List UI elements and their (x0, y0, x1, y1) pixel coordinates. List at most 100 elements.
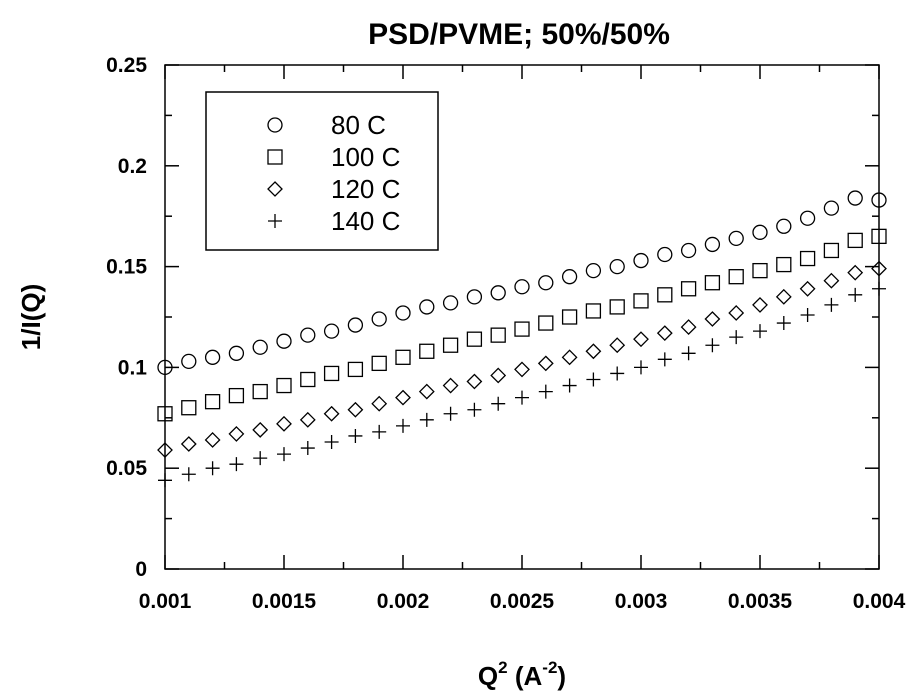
data-point-circle (609, 258, 625, 275)
data-point-diamond (561, 349, 578, 366)
data-point-diamond (609, 337, 626, 354)
data-point-plus (729, 330, 744, 345)
data-point-plus (586, 372, 601, 387)
y-tick-label: 0 (135, 558, 147, 581)
data-point-square (371, 355, 387, 372)
data-point-plus (181, 467, 196, 482)
data-point-plus (872, 281, 886, 296)
data-point-circle (752, 224, 768, 240)
data-point-square (276, 377, 292, 394)
data-point-diamond (823, 272, 840, 289)
series-circle (157, 190, 887, 376)
data-point-diamond (395, 389, 411, 406)
data-point-plus (324, 434, 339, 449)
legend-marker-diamond (267, 181, 283, 197)
data-point-plus (205, 461, 220, 476)
data-point-square (252, 383, 268, 400)
y-tick-label: 0.2 (118, 155, 147, 178)
series-diamond (157, 260, 887, 458)
data-point-diamond (466, 373, 483, 390)
data-point-circle (657, 246, 673, 263)
data-point-square (228, 387, 245, 404)
data-point-square (181, 400, 197, 416)
x-tick-label: 0.002 (377, 590, 430, 613)
data-point-diamond (514, 361, 530, 378)
axis-ticks (164, 64, 880, 570)
x-tick-label: 0.0015 (252, 590, 317, 613)
data-point-plus (348, 428, 363, 443)
x-tick-label: 0.0025 (490, 590, 555, 613)
data-point-diamond (228, 426, 245, 442)
data-point-circle (633, 252, 649, 269)
data-point-plus (824, 297, 839, 312)
x-axis-label-unit-exponent: -2 (542, 658, 557, 677)
x-tick-labels: 0.001 0.0015 0.002 0.0025 0.003 0.0035 0.004 (139, 590, 906, 613)
x-axis-label-unit-open: (A (508, 661, 543, 691)
data-point-square (419, 343, 435, 359)
y-tick-label: 0.15 (106, 256, 147, 279)
legend-label: 80 C (331, 110, 386, 140)
series-plus (158, 281, 886, 488)
data-point-plus (515, 390, 529, 405)
data-point-plus (848, 287, 863, 302)
data-point-plus (634, 360, 648, 375)
y-tick-label: 0.1 (118, 356, 148, 379)
data-point-square (823, 242, 840, 259)
data-point-circle (276, 333, 292, 349)
data-point-circle (419, 299, 435, 315)
data-point-diamond (847, 264, 864, 281)
data-point-square (490, 327, 506, 343)
data-point-plus (229, 457, 244, 472)
x-tick-label: 0.004 (853, 590, 906, 613)
data-point-plus (705, 338, 720, 353)
data-point-circle (181, 353, 197, 370)
x-tick-label: 0.001 (139, 590, 192, 613)
data-point-circle (347, 317, 364, 333)
data-point-plus (372, 424, 387, 439)
data-point-diamond (180, 436, 197, 452)
data-point-circle (466, 289, 483, 305)
data-point-square (728, 269, 744, 285)
legend-box (205, 91, 439, 251)
data-point-plus (776, 316, 791, 331)
x-axis-label-base: Q (478, 661, 498, 691)
data-point-plus (419, 412, 434, 427)
data-point-plus (491, 396, 506, 411)
data-point-circle (490, 285, 506, 301)
data-point-square (776, 256, 792, 273)
data-point-plus (277, 447, 291, 462)
data-point-square (752, 262, 768, 279)
data-point-circle (704, 236, 721, 253)
data-point-square (680, 281, 697, 297)
data-point-diamond (418, 383, 435, 400)
data-point-circle (157, 359, 173, 376)
data-point-plus (610, 366, 625, 381)
data-point-square (704, 275, 721, 291)
data-point-circle (871, 192, 887, 208)
data-point-diamond (704, 311, 721, 327)
data-point-circle (728, 230, 744, 247)
x-tick-label: 0.0035 (728, 590, 793, 613)
data-point-circle (538, 275, 554, 291)
y-tick-label: 0.25 (106, 54, 147, 77)
data-point-square (323, 365, 340, 382)
data-point-diamond (680, 319, 697, 335)
data-point-plus (158, 473, 172, 488)
data-point-plus (443, 406, 458, 421)
data-point-plus (562, 378, 577, 393)
series-square (157, 228, 887, 422)
data-point-square (204, 394, 221, 410)
y-tick-labels: 0 0.05 0.1 0.15 0.2 0.25 (106, 54, 147, 581)
data-point-square (300, 371, 316, 388)
data-point-diamond (276, 415, 292, 432)
data-markers (157, 190, 887, 488)
legend-label: 100 C (331, 142, 400, 172)
data-point-square (561, 309, 578, 325)
data-point-circle (442, 295, 459, 311)
data-point-plus (396, 418, 410, 433)
data-point-square (657, 287, 673, 303)
data-point-circle (252, 339, 268, 355)
data-point-diamond (728, 305, 745, 321)
data-point-diamond (442, 377, 459, 394)
